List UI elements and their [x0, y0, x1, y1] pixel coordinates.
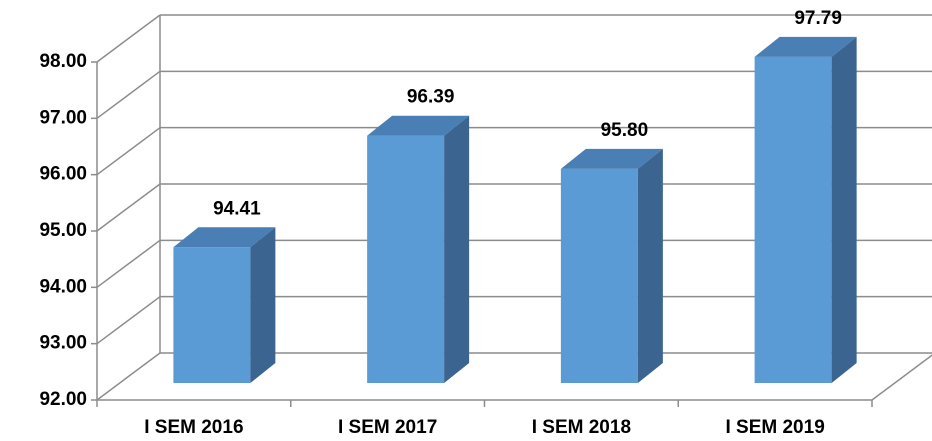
bar-top: [173, 227, 276, 248]
value-label: 96.39: [407, 87, 455, 108]
x-tick-label: I SEM 2019: [725, 417, 824, 438]
value-label: 95.80: [601, 120, 649, 141]
bar-side: [250, 227, 276, 383]
grid-line: [96, 70, 161, 119]
grid-line: [96, 352, 161, 401]
y-tick-label: 93.00: [39, 333, 87, 354]
grid-line: [96, 296, 161, 345]
value-label: 97.79: [794, 8, 842, 29]
y-tick-label: 95.00: [39, 220, 87, 241]
x-tick-label: I SEM 2018: [532, 417, 631, 438]
bar-side: [444, 115, 470, 384]
x-tick-label: I SEM 2016: [144, 417, 243, 438]
bar-top: [367, 115, 470, 136]
bar-front: [173, 247, 251, 383]
y-tick-label: 97.00: [39, 107, 87, 128]
y-tick-label: 92.00: [39, 389, 87, 410]
y-tick-label: 96.00: [39, 164, 87, 185]
bar-front: [367, 135, 445, 383]
y-tick-label: 98.00: [39, 51, 87, 72]
value-label: 94.41: [213, 198, 261, 219]
bar-front: [754, 56, 832, 384]
grid-line: [96, 239, 161, 288]
x-tick-label: I SEM 2017: [338, 417, 437, 438]
floor-edge: [871, 354, 932, 401]
bar-top: [754, 36, 857, 57]
bar-side: [637, 148, 663, 383]
grid-line: [96, 183, 161, 232]
grid-line: [96, 14, 161, 63]
y-tick-label: 94.00: [39, 276, 87, 297]
grid-line: [96, 127, 161, 176]
bar-front: [560, 168, 638, 383]
bar-top: [560, 148, 663, 169]
bar-side: [831, 36, 857, 383]
